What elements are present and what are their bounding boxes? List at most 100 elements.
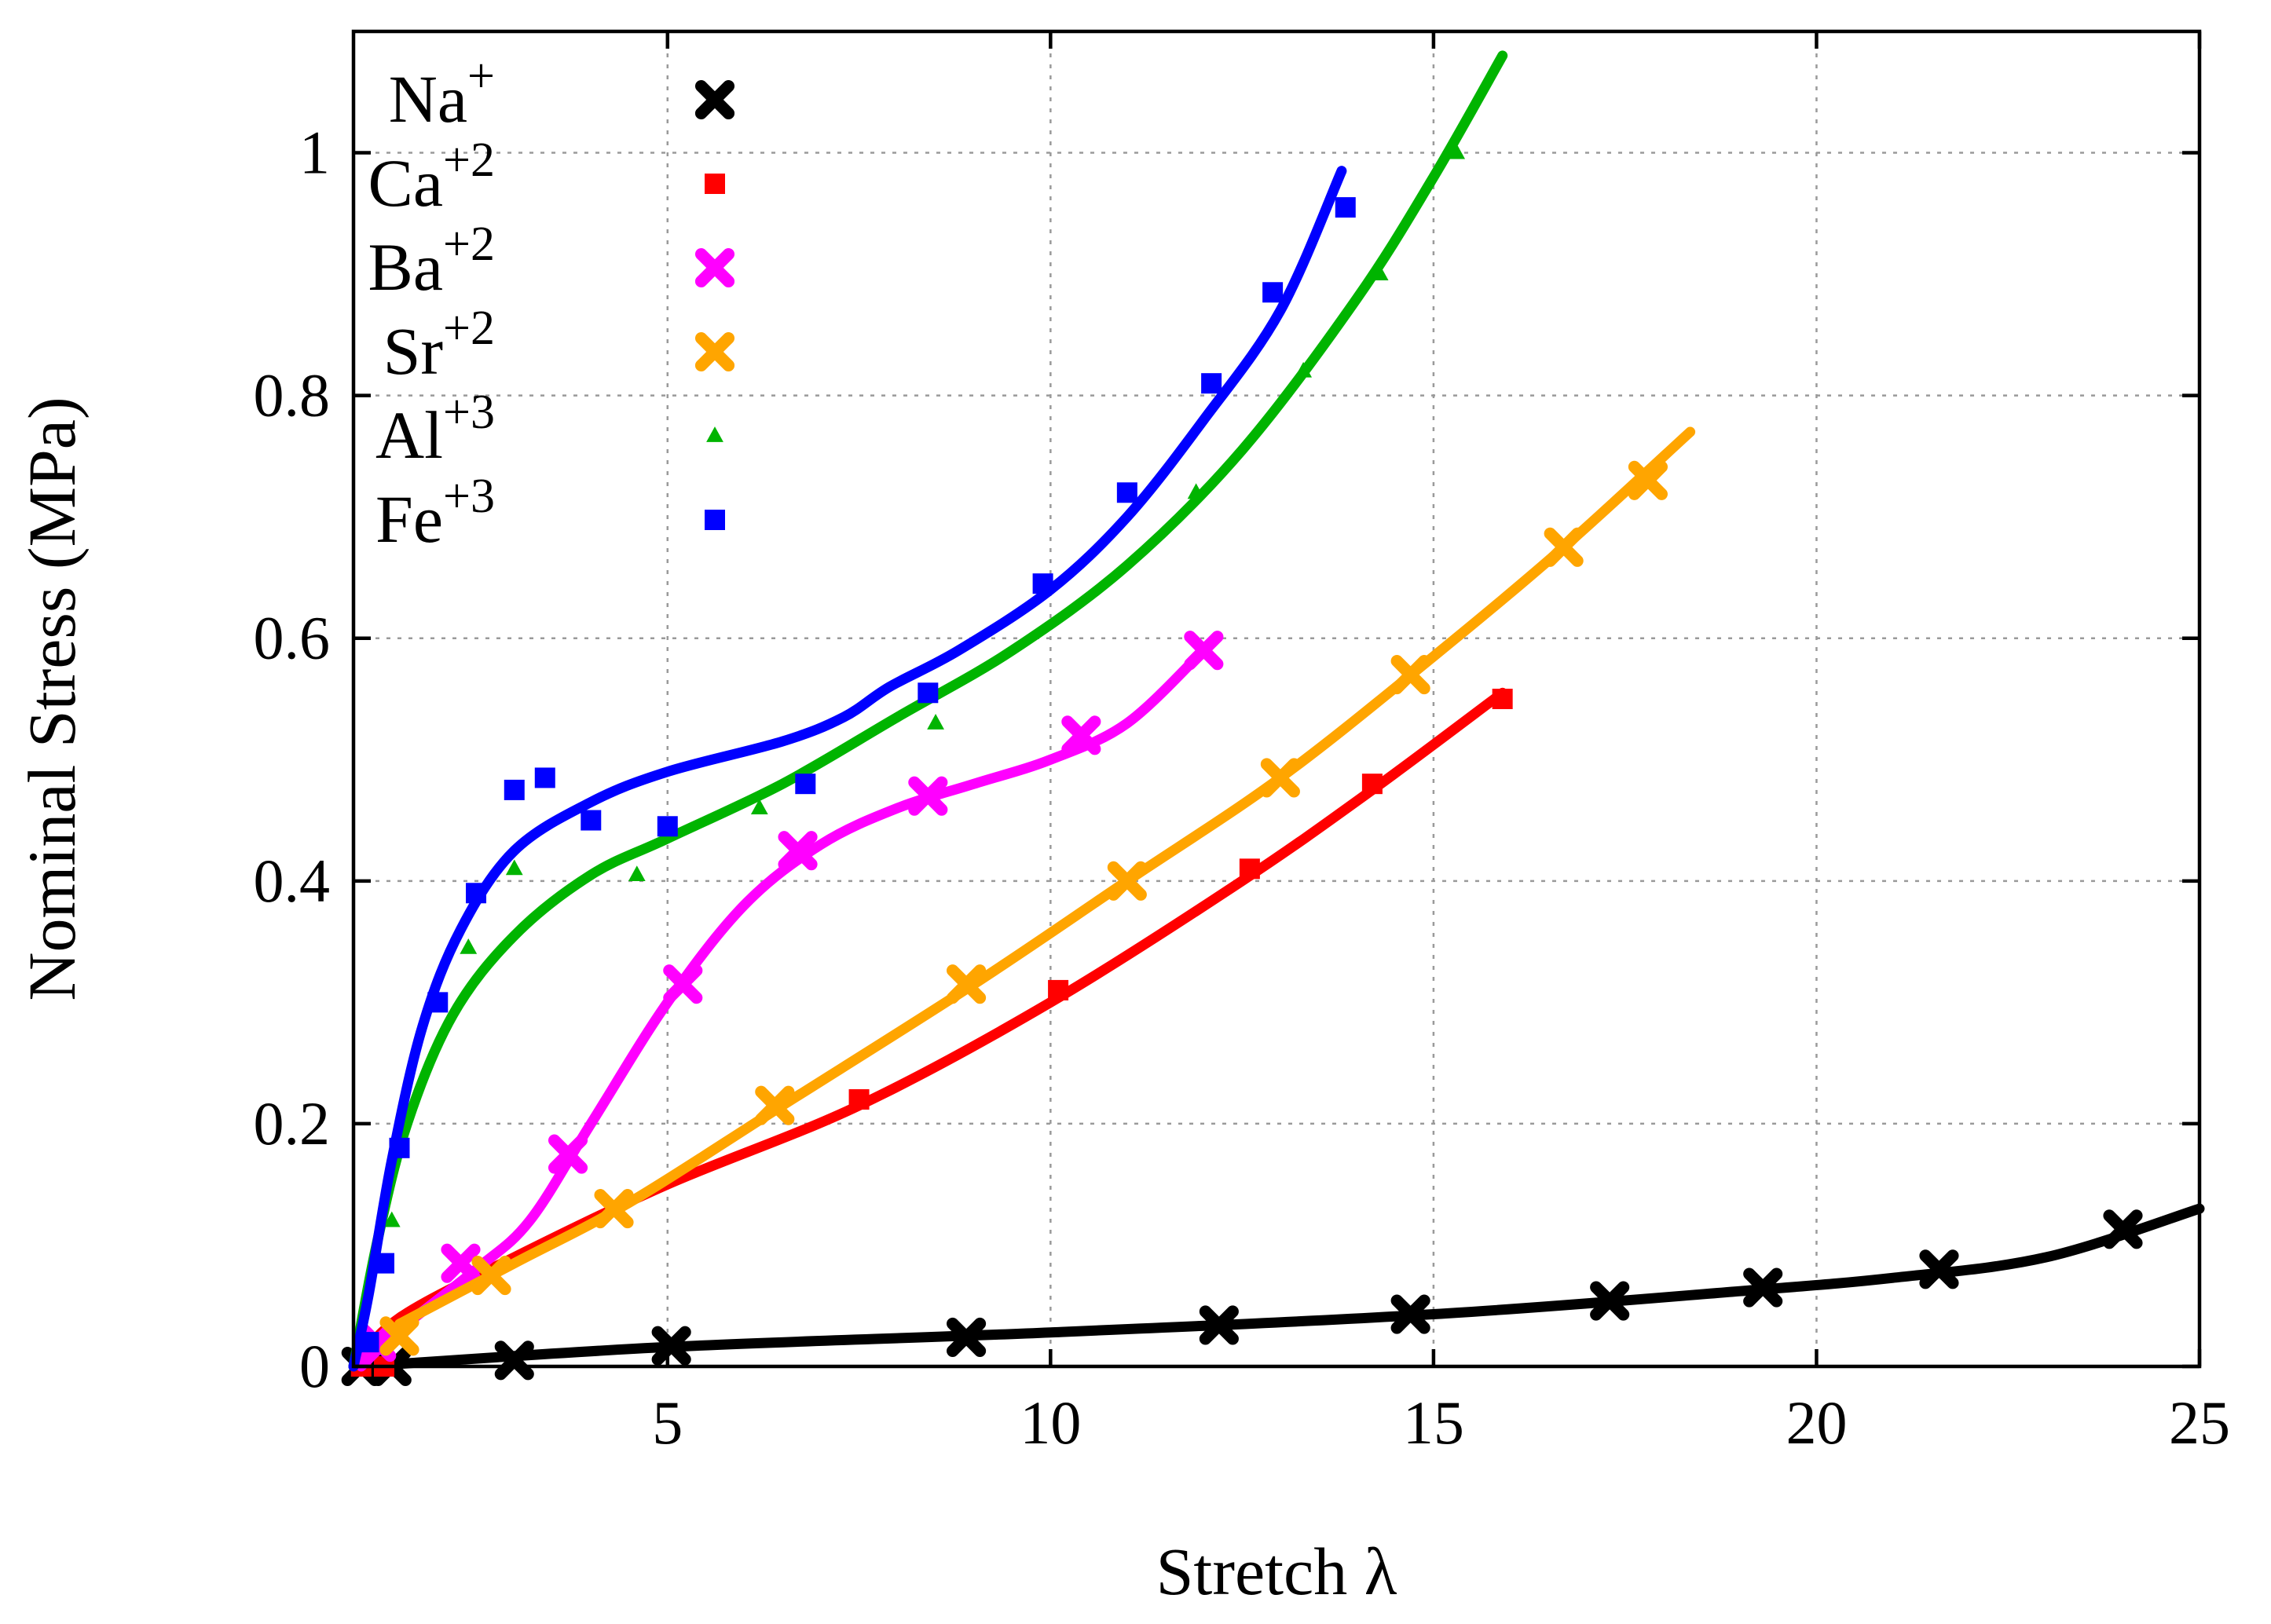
data-point-na <box>1743 1267 1783 1308</box>
data-point-al <box>505 859 523 876</box>
legend-label-charge: +2 <box>443 302 495 355</box>
legend-item-ba: Ba+2 <box>368 218 735 305</box>
data-point-fe <box>504 779 525 800</box>
legend-marker-ba <box>694 247 735 288</box>
legend-label-charge: +3 <box>443 386 495 439</box>
y-tick-label: 1 <box>299 119 330 187</box>
data-point-sr <box>1260 758 1300 798</box>
data-point-sr <box>1628 460 1668 500</box>
data-point-fe <box>1032 573 1053 594</box>
data-point-fe <box>389 1137 410 1158</box>
data-point-na <box>1390 1294 1430 1334</box>
data-point-na <box>1199 1305 1239 1345</box>
y-tick-label: 0 <box>299 1332 330 1400</box>
series-sr <box>379 426 1696 1356</box>
x-tick-label: 5 <box>652 1388 683 1457</box>
data-point-na <box>1919 1249 1959 1289</box>
data-point-sr <box>594 1189 634 1229</box>
data-point-fe <box>534 767 555 788</box>
data-point-sr <box>1107 861 1147 901</box>
data-point-al <box>628 865 646 882</box>
data-point-na <box>651 1326 691 1366</box>
legend-item-fe: Fe+3 <box>375 470 725 557</box>
data-point-al <box>750 799 768 815</box>
x-tick-label: 20 <box>1786 1388 1847 1457</box>
legend-marker-al <box>706 426 723 442</box>
data-point-fe <box>427 992 449 1013</box>
data-point-ba <box>1061 715 1101 755</box>
data-point-al <box>460 938 478 954</box>
data-point-ca <box>1048 979 1069 1000</box>
legend-label-al: Al+3 <box>375 386 495 473</box>
data-point-sr <box>755 1085 795 1125</box>
data-point-fe <box>358 1332 379 1353</box>
data-point-fe <box>918 682 939 704</box>
x-tick-label: 25 <box>2169 1388 2230 1457</box>
legend: Na+Ca+2Ba+2Sr+2Al+3Fe+3 <box>368 49 735 557</box>
legend-label-name: Sr <box>383 313 443 389</box>
legend-marker-na <box>694 79 735 120</box>
data-point-fe <box>1201 373 1222 394</box>
grid-lines <box>353 31 2200 1366</box>
data-point-ba <box>778 831 818 871</box>
legend-label-name: Ca <box>368 145 443 221</box>
legend-label-sr: Sr+2 <box>383 302 495 389</box>
data-point-al <box>1371 265 1389 281</box>
legend-label-ca: Ca+2 <box>368 134 495 221</box>
legend-item-na: Na+ <box>389 49 735 137</box>
legend-label-fe: Fe+3 <box>375 470 495 557</box>
y-axis-title: Nominal Stress (MPa) <box>14 397 90 1000</box>
data-point-sr <box>379 1316 419 1356</box>
y-tick-label: 0.6 <box>254 604 331 672</box>
fit-line-na <box>356 1203 2205 1372</box>
data-point-na <box>1590 1281 1630 1321</box>
data-point-na <box>2103 1209 2143 1249</box>
x-axis-title: Stretch λ <box>1156 1534 1397 1609</box>
data-point-sr <box>1544 527 1584 567</box>
data-point-al <box>1295 361 1313 378</box>
series-fe <box>348 166 1356 1372</box>
data-point-fe <box>795 774 816 795</box>
plot-area <box>341 50 2205 1387</box>
x-tick-label: 10 <box>1020 1388 1081 1457</box>
data-point-al <box>1448 143 1466 159</box>
data-point-ba <box>663 964 703 1004</box>
data-point-fe <box>1262 282 1284 303</box>
legend-item-sr: Sr+2 <box>383 302 735 389</box>
data-point-na <box>947 1317 987 1357</box>
data-point-ca <box>848 1089 870 1110</box>
legend-label-charge: +2 <box>443 218 495 271</box>
data-point-fe <box>374 1253 395 1274</box>
data-point-ba <box>548 1134 588 1174</box>
legend-label-charge: +2 <box>443 134 495 187</box>
legend-item-ca: Ca+2 <box>368 134 725 221</box>
data-point-fe <box>1335 197 1356 218</box>
data-point-fe <box>1116 482 1137 503</box>
legend-label-charge: + <box>467 49 495 103</box>
legend-label-name: Fe <box>375 481 443 557</box>
data-point-ba <box>1184 631 1224 671</box>
x-tick-label: 15 <box>1403 1388 1464 1457</box>
data-point-sr <box>471 1256 511 1296</box>
legend-marker-fe <box>705 510 725 530</box>
legend-label-charge: +3 <box>443 470 495 523</box>
data-point-al <box>383 1211 401 1227</box>
data-point-ba <box>908 776 948 816</box>
axis-tick-labels: 5 10 15 20 25 0 0.2 0.4 0.6 0.8 1 <box>254 119 2231 1457</box>
data-point-al <box>927 714 944 730</box>
data-point-ca <box>1239 858 1260 880</box>
legend-label-name: Ba <box>368 229 443 305</box>
y-tick-label: 0.4 <box>254 847 331 915</box>
fit-line-al <box>348 50 1508 1372</box>
data-point-fe <box>657 816 678 837</box>
y-tick-label: 0.8 <box>254 361 331 430</box>
legend-label-ba: Ba+2 <box>368 218 495 305</box>
data-point-ca <box>1492 689 1513 709</box>
data-point-na <box>494 1341 534 1381</box>
fit-line-fe <box>348 166 1347 1372</box>
legend-marker-ca <box>705 174 725 194</box>
data-point-sr <box>1390 655 1430 695</box>
data-point-sr <box>947 964 987 1004</box>
legend-item-al: Al+3 <box>375 386 723 473</box>
